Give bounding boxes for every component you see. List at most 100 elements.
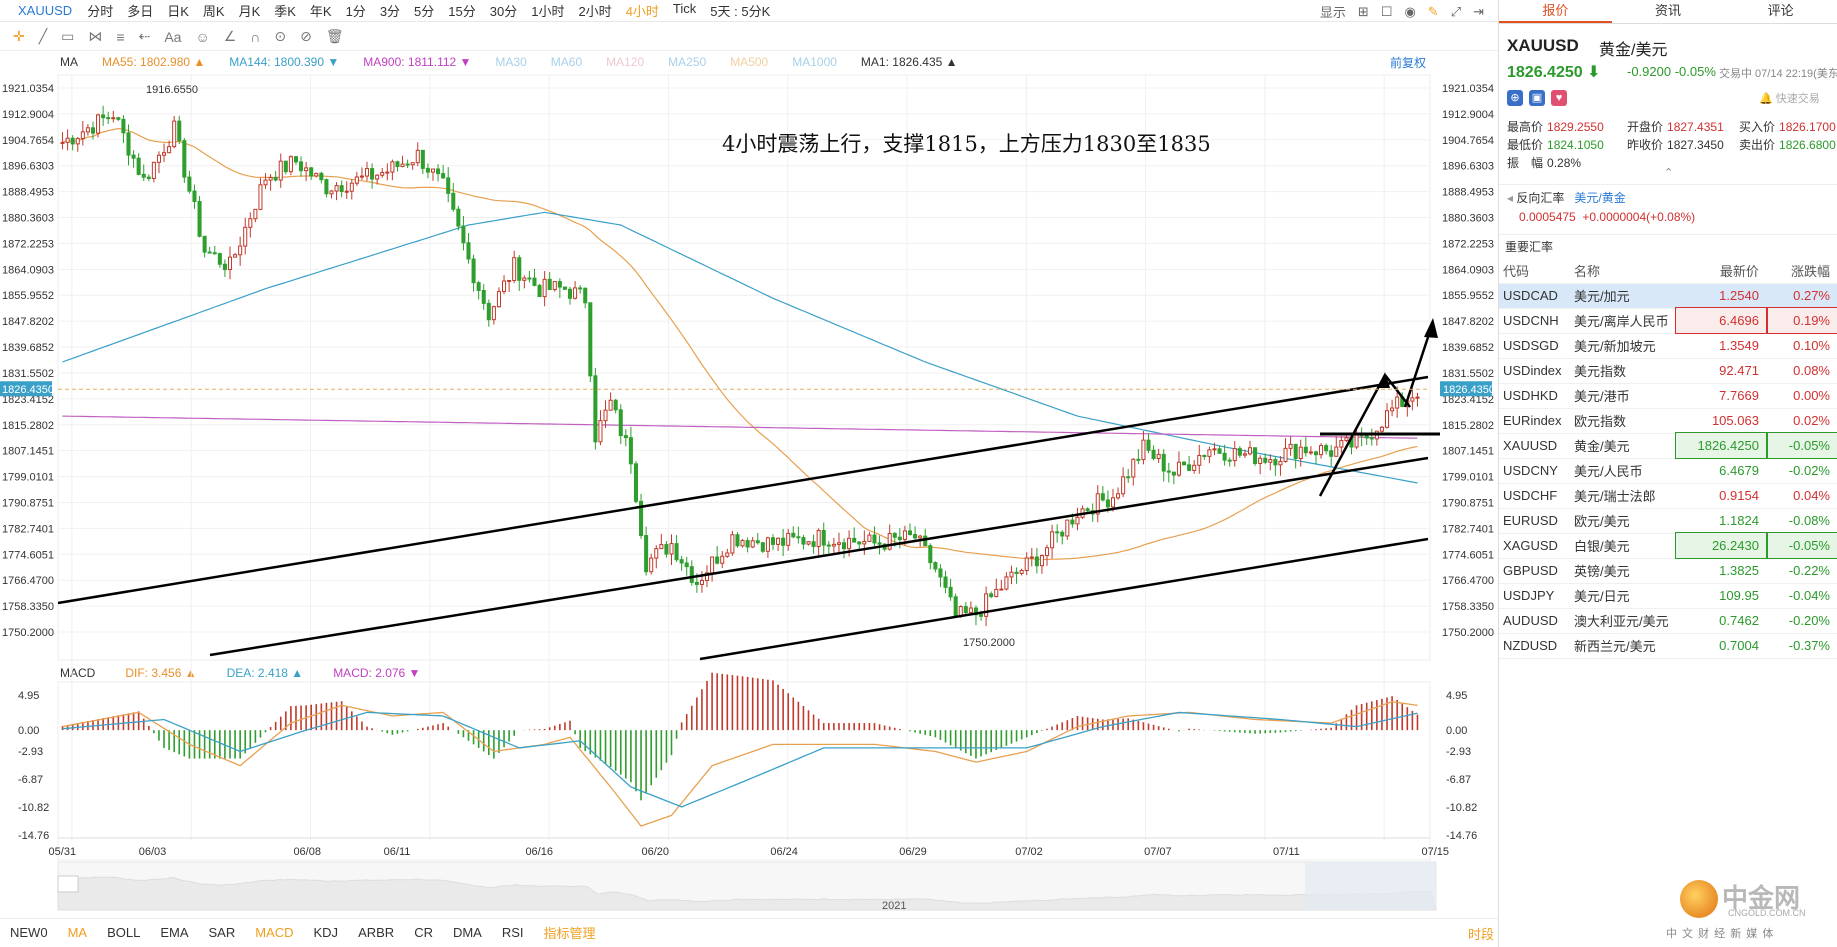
tab-timeframe-16[interactable]: 5天 : 5分K xyxy=(710,4,771,19)
fork-tool-icon[interactable]: ⋈ xyxy=(88,28,103,44)
hide-icon[interactable]: ⊘ xyxy=(300,28,312,44)
table-row[interactable]: AUDUSD 澳大利亚元/美元 0.7462 -0.20% xyxy=(1499,608,1837,634)
ma-legend-item[interactable]: MA120 xyxy=(606,55,645,69)
tab-timeframe-13[interactable]: 2小时 xyxy=(578,4,612,19)
indicator-9[interactable]: DMA xyxy=(452,925,482,940)
logo-slogan: 中 文 财 经 新 媒 体 xyxy=(1666,928,1775,940)
indicator-5[interactable]: MACD xyxy=(255,925,294,940)
tab-news[interactable]: 资讯 xyxy=(1655,3,1682,18)
tab-timeframe-6[interactable]: 年K xyxy=(309,4,332,19)
ma-legend-item[interactable]: MA xyxy=(60,55,78,69)
tab-timeframe-1[interactable]: 多日 xyxy=(127,4,154,19)
tab-timeframe-8[interactable]: 3分 xyxy=(379,4,401,19)
x-tick-label: 06/20 xyxy=(641,846,669,858)
indicator-0[interactable]: NEW0 xyxy=(10,925,48,940)
trash-icon[interactable]: 🗑 xyxy=(325,28,344,44)
tab-timeframe-0[interactable]: 分时 xyxy=(87,4,114,19)
indicator-11[interactable]: 指标管理 xyxy=(543,926,596,941)
table-row[interactable]: USDSGD 美元/新加坡元 1.3549 0.10% xyxy=(1499,333,1837,359)
table-row[interactable]: USDCAD 美元/加元 1.2540 0.27% xyxy=(1499,283,1837,309)
tab-timeframe-12[interactable]: 1小时 xyxy=(531,4,565,19)
calc-icon[interactable]: ▣ xyxy=(1529,90,1545,106)
pen-icon[interactable]: ✎ xyxy=(1427,3,1439,19)
table-row[interactable]: USDCNH 美元/离岸人民币 6.4696 0.19% xyxy=(1499,307,1837,334)
indicator-2[interactable]: BOLL xyxy=(107,925,141,940)
table-row[interactable]: XAGUSD 白银/美元 26.2430 -0.05% xyxy=(1499,532,1837,559)
header-pct[interactable]: 涨跌幅 xyxy=(1766,258,1837,284)
table-row[interactable]: EURindex 欧元指数 105.063 0.02% xyxy=(1499,408,1837,434)
emoji-icon[interactable]: ☺ xyxy=(195,28,210,45)
square-icon[interactable]: ☐ xyxy=(1380,3,1393,19)
candle-body xyxy=(304,167,309,172)
table-row[interactable]: NZDUSD 新西兰元/美元 0.7004 -0.37% xyxy=(1499,633,1837,659)
ma-legend-item[interactable]: MA500 xyxy=(730,55,769,69)
crosshair-icon[interactable]: ✛ xyxy=(13,28,25,44)
symbol-label[interactable]: XAUUSD xyxy=(18,3,73,18)
indicator-4[interactable]: SAR xyxy=(208,925,236,940)
ma-legend-item[interactable]: MA60 xyxy=(550,55,583,69)
tab-timeframe-4[interactable]: 月K xyxy=(238,4,261,19)
indicator-3[interactable]: EMA xyxy=(160,925,189,940)
line-tool-icon[interactable]: ╱ xyxy=(38,28,48,44)
globe-icon[interactable]: ⊕ xyxy=(1507,90,1523,106)
y-tick-label-right: 1758.3350 xyxy=(1442,601,1494,613)
macd-legend-item[interactable]: DEA: 2.418 ▲ xyxy=(226,666,304,680)
table-row[interactable]: XAUUSD 黄金/美元 1826.4250 -0.05% xyxy=(1499,432,1837,459)
candle-body xyxy=(1029,556,1034,559)
tab-timeframe-5[interactable]: 季K xyxy=(274,4,296,19)
indicator-6[interactable]: KDJ xyxy=(313,925,339,940)
tab-timeframe-2[interactable]: 日K xyxy=(167,4,189,19)
table-row[interactable]: GBPUSD 英镑/美元 1.3825 -0.22% xyxy=(1499,558,1837,584)
ma-legend-item[interactable]: MA1: 1826.435 ▲ xyxy=(860,55,958,69)
indicator-10[interactable]: RSI xyxy=(501,925,524,940)
ma-legend-item[interactable]: MA900: 1811.112 ▼ xyxy=(363,55,472,69)
ma-legend-item[interactable]: MA250 xyxy=(668,55,707,69)
table-row[interactable]: USDJPY 美元/日元 109.95 -0.04% xyxy=(1499,583,1837,609)
magnet-icon[interactable]: ∩ xyxy=(250,28,261,45)
lock-icon[interactable]: ⊙ xyxy=(274,28,287,44)
price-chart[interactable]: 1921.0354 1921.0354 1912.9004 1912.9004 1904… xyxy=(0,0,1498,918)
tab-timeframe-7[interactable]: 1分 xyxy=(345,4,366,19)
tab-timeframe-14[interactable]: 4小时 xyxy=(625,4,659,19)
quick-trade[interactable]: 🔔 快速交易 xyxy=(1759,93,1820,105)
ruler-icon[interactable]: ∠ xyxy=(223,28,237,44)
fib-tool-icon[interactable]: ≡ xyxy=(116,28,125,45)
table-row[interactable]: USDHKD 美元/港币 7.7669 0.00% xyxy=(1499,383,1837,409)
macd-legend-item[interactable]: MACD: 2.076 ▼ xyxy=(333,666,421,680)
table-row[interactable]: EURUSD 欧元/美元 1.1824 -0.08% xyxy=(1499,508,1837,534)
collapse-icon[interactable]: ⇥ xyxy=(1473,3,1484,19)
arrow-tool-icon[interactable]: ⇠ xyxy=(138,28,151,44)
text-tool-icon[interactable]: Aa xyxy=(164,28,182,45)
heart-icon[interactable]: ♥ xyxy=(1551,90,1567,106)
layout-icon[interactable]: ⊞ xyxy=(1357,3,1369,19)
indicator-1[interactable]: MA xyxy=(67,925,88,940)
camera-icon[interactable]: ◉ xyxy=(1404,3,1416,19)
table-row[interactable]: USDCNY 美元/人民币 6.4679 -0.02% xyxy=(1499,458,1837,484)
row-price: 109.95 xyxy=(1675,583,1767,609)
tab-timeframe-15[interactable]: Tick xyxy=(672,1,697,16)
rect-tool-icon[interactable]: ▭ xyxy=(61,28,75,44)
fuquan-button[interactable]: 前复权 xyxy=(1390,56,1427,70)
macd-legend-item[interactable]: DIF: 3.456 ▲ xyxy=(125,666,197,680)
table-row[interactable]: USDCHF 美元/瑞士法郎 0.9154 0.04% xyxy=(1499,483,1837,509)
tab-timeframe-10[interactable]: 15分 xyxy=(448,4,476,19)
indicator-8[interactable]: CR xyxy=(414,925,433,940)
ma-legend-item[interactable]: MA55: 1802.980 ▲ xyxy=(102,55,206,69)
ma-legend-item[interactable]: MA30 xyxy=(495,55,527,69)
tab-timeframe-11[interactable]: 30分 xyxy=(489,4,518,19)
candle-body xyxy=(1364,435,1369,439)
fullscreen-icon[interactable]: ⤢ xyxy=(1450,3,1462,19)
tab-timeframe-3[interactable]: 周K xyxy=(202,4,225,19)
table-row[interactable]: USDindex 美元指数 92.471 0.08% xyxy=(1499,358,1837,384)
tab-timeframe-9[interactable]: 5分 xyxy=(414,4,435,19)
macd-legend-item[interactable]: MACD xyxy=(60,666,96,680)
tab-comments[interactable]: 评论 xyxy=(1767,3,1794,18)
collapse-up-icon[interactable]: ⌃ xyxy=(1664,167,1674,179)
display-menu[interactable]: 显示 xyxy=(1319,5,1346,20)
tab-quote[interactable]: 报价 xyxy=(1499,0,1612,23)
period-button[interactable]: 时段 xyxy=(1468,927,1495,942)
ma-legend-item[interactable]: MA144: 1800.390 ▼ xyxy=(229,55,340,69)
quote-symbol: XAUUSD xyxy=(1507,36,1579,55)
ma-legend-item[interactable]: MA1000 xyxy=(792,55,837,69)
indicator-7[interactable]: ARBR xyxy=(358,925,395,940)
